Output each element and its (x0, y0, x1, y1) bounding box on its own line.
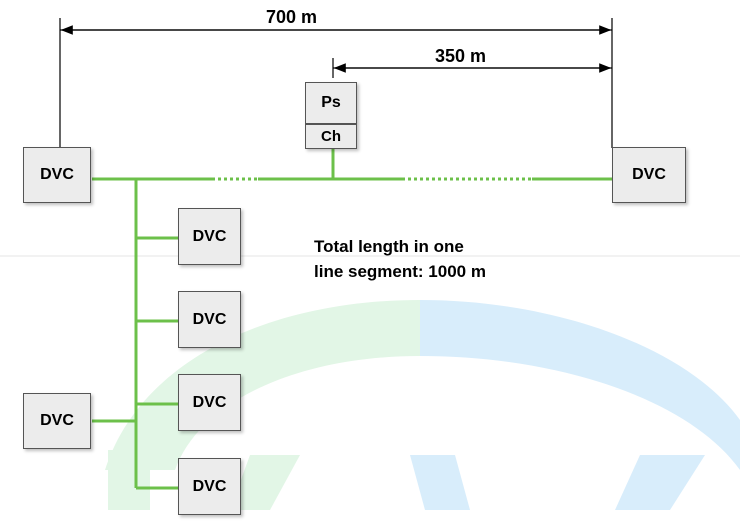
watermark-arc-blue (420, 300, 740, 470)
device-label: DVC (632, 166, 666, 183)
dimension-label-350: 350 m (435, 46, 487, 66)
power-supply-box: Ps (305, 82, 357, 124)
device-label: DVC (192, 477, 227, 495)
watermark-letter-4 (615, 455, 705, 510)
watermark-letter-3 (410, 455, 470, 510)
device-label: DVC (40, 166, 74, 183)
length-note: Total length in one line segment: 1000 m (314, 234, 486, 284)
device-branch-4: DVC (178, 458, 241, 515)
power-supply-label: Ps (321, 94, 341, 111)
device-lower-left: DVC (23, 393, 91, 449)
device-label: DVC (192, 393, 227, 411)
length-note-line-1: Total length in one (314, 237, 464, 256)
device-label: DVC (40, 412, 74, 429)
choke-box: Ch (305, 124, 357, 149)
device-branch-1: DVC (178, 208, 241, 265)
device-label: DVC (192, 310, 227, 328)
device-label: DVC (192, 227, 227, 245)
device-branch-3: DVC (178, 374, 241, 431)
dimension-label-700: 700 m (266, 7, 318, 27)
device-branch-2: DVC (178, 291, 241, 348)
watermark-letter-1 (108, 450, 150, 510)
watermark-letter-2 (230, 455, 300, 510)
device-right-main: DVC (612, 147, 686, 203)
length-note-line-2: line segment: 1000 m (314, 262, 486, 281)
choke-label: Ch (321, 128, 341, 145)
device-left-main: DVC (23, 147, 91, 203)
